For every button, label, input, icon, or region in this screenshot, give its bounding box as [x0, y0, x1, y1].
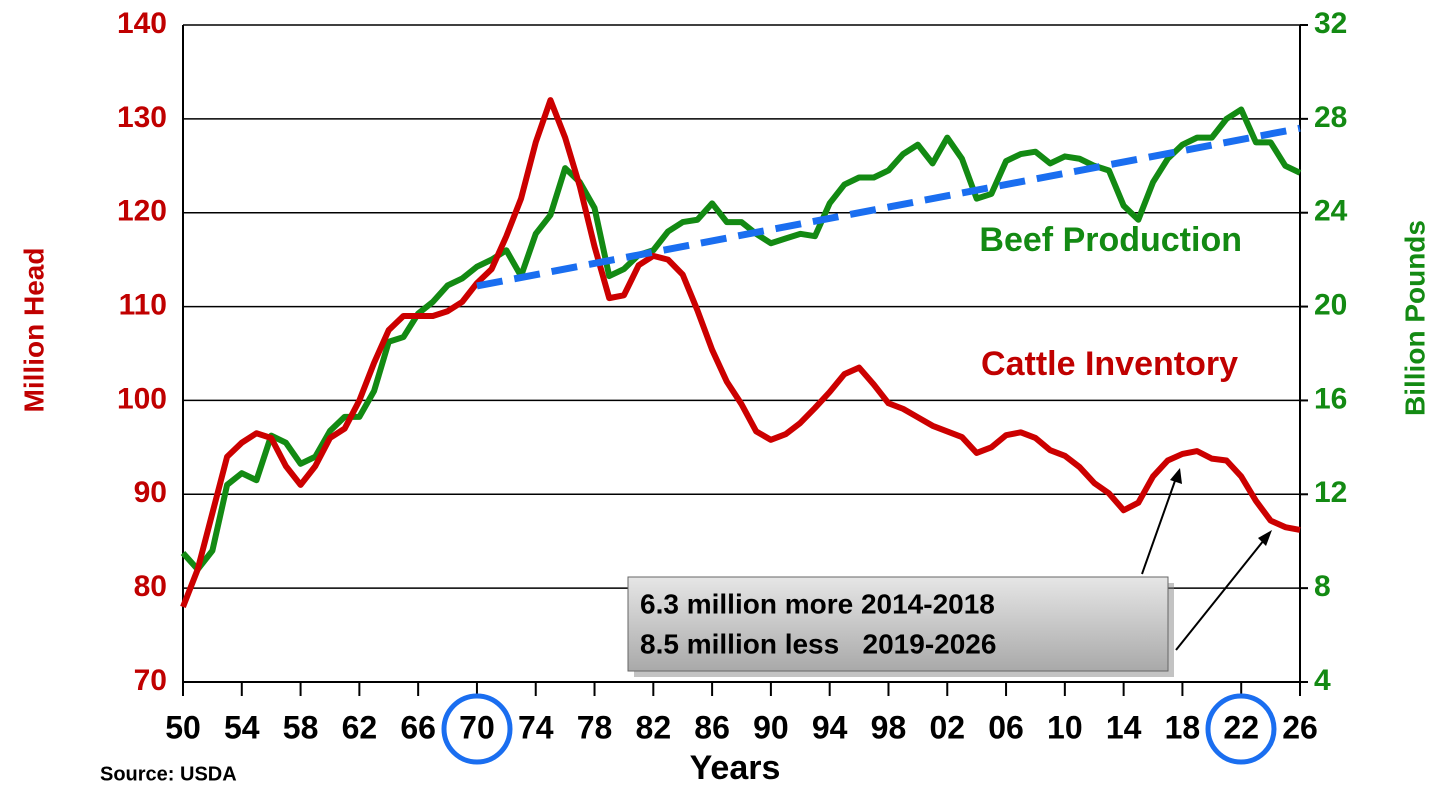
x-tick-label: 10 [1047, 709, 1083, 745]
y-tick-label: 110 [119, 288, 167, 321]
x-tick-label: 78 [577, 709, 613, 745]
y-tick-label: 130 [117, 101, 167, 134]
series-label: Beef Production [979, 221, 1242, 259]
y2-tick-label: 28 [1314, 101, 1347, 134]
highlight-circle [1205, 693, 1277, 765]
x-axis-label: Years [690, 749, 781, 787]
y2-tick-label: 24 [1314, 195, 1348, 228]
x-tick-label: 94 [812, 709, 848, 745]
x-tick-label: 90 [753, 709, 789, 745]
x-tick-label: 26 [1282, 709, 1318, 745]
y2-axis-label: Billion Pounds [1399, 220, 1430, 416]
arrow-head [1258, 530, 1272, 546]
x-tick-label: 54 [224, 709, 260, 745]
x-tick-label: 14 [1106, 709, 1142, 745]
y2-tick-label: 12 [1314, 476, 1347, 509]
y2-tick-label: 8 [1314, 570, 1331, 603]
y2-tick-label: 20 [1314, 288, 1347, 321]
y-tick-label: 80 [134, 570, 167, 603]
x-tick-label: 66 [400, 709, 436, 745]
y-tick-label: 140 [117, 7, 167, 40]
annotation: 6.3 million more 2014-2018 [640, 588, 995, 619]
series-label: Cattle Inventory [981, 345, 1238, 383]
y-tick-label: 90 [134, 476, 167, 509]
source: Source: USDA [100, 763, 237, 785]
x-tick-label: 06 [988, 709, 1024, 745]
x-tick-label: 50 [165, 709, 201, 745]
annotation-box [627, 576, 1169, 672]
arrow [1175, 539, 1265, 651]
y-tick-label: 120 [117, 195, 167, 228]
x-tick-label: 98 [871, 709, 907, 745]
y-axis-label: Million Head [18, 248, 49, 413]
series-line [180, 97, 1301, 609]
highlight-circle [441, 693, 513, 765]
y-tick-label: 100 [117, 382, 167, 415]
x-tick-label: 58 [283, 709, 319, 745]
trend-line [476, 124, 1301, 290]
y2-tick-label: 16 [1314, 382, 1347, 415]
x-tick-label: 62 [342, 709, 378, 745]
x-tick-label: 22 [1223, 709, 1259, 745]
x-tick-label: 02 [929, 709, 965, 745]
arrow [1141, 477, 1177, 575]
y2-tick-label: 4 [1314, 664, 1331, 697]
x-tick-label: 70 [459, 709, 495, 745]
x-tick-label: 74 [518, 709, 554, 745]
x-tick-label: 18 [1165, 709, 1201, 745]
x-tick-label: 86 [694, 709, 730, 745]
arrow-head [1170, 468, 1182, 484]
y2-tick-label: 32 [1314, 7, 1347, 40]
x-tick-label: 82 [636, 709, 672, 745]
y-tick-label: 70 [134, 664, 167, 697]
series-line [180, 106, 1302, 573]
annotation: 8.5 million less 2019-2026 [640, 628, 996, 659]
